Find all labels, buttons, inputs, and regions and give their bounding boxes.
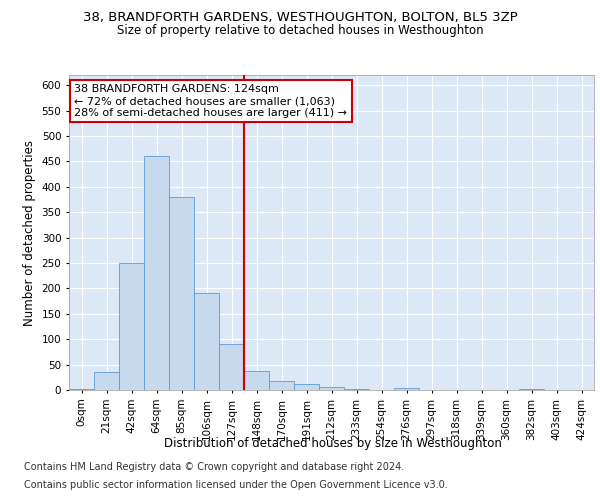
Bar — [394, 388, 419, 390]
Text: Contains HM Land Registry data © Crown copyright and database right 2024.: Contains HM Land Registry data © Crown c… — [24, 462, 404, 472]
Bar — [294, 384, 319, 390]
Bar — [344, 389, 369, 390]
Text: Contains public sector information licensed under the Open Government Licence v3: Contains public sector information licen… — [24, 480, 448, 490]
Bar — [169, 197, 194, 390]
Bar — [319, 388, 344, 390]
Text: Distribution of detached houses by size in Westhoughton: Distribution of detached houses by size … — [164, 438, 502, 450]
Text: 38 BRANDFORTH GARDENS: 124sqm
← 72% of detached houses are smaller (1,063)
28% o: 38 BRANDFORTH GARDENS: 124sqm ← 72% of d… — [74, 84, 347, 117]
Bar — [194, 294, 219, 390]
Bar — [244, 371, 269, 390]
Y-axis label: Number of detached properties: Number of detached properties — [23, 140, 36, 326]
Bar — [119, 263, 144, 390]
Text: Size of property relative to detached houses in Westhoughton: Size of property relative to detached ho… — [116, 24, 484, 37]
Bar — [144, 156, 169, 390]
Bar — [519, 389, 544, 390]
Bar — [269, 382, 294, 390]
Bar — [69, 389, 94, 390]
Text: 38, BRANDFORTH GARDENS, WESTHOUGHTON, BOLTON, BL5 3ZP: 38, BRANDFORTH GARDENS, WESTHOUGHTON, BO… — [83, 11, 517, 24]
Bar — [219, 344, 244, 390]
Bar — [94, 372, 119, 390]
